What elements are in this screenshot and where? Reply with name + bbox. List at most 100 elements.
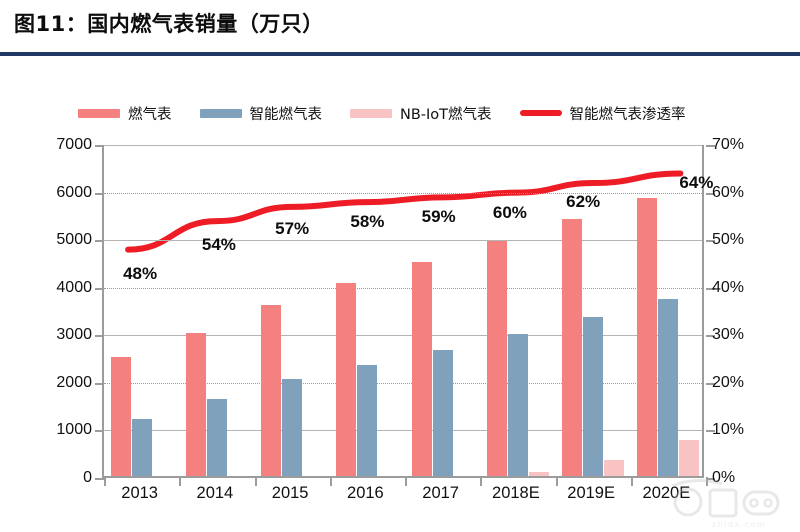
legend-item[interactable]: 智能燃气表渗透率	[519, 103, 686, 124]
x-axis-tickmark	[405, 477, 407, 486]
x-axis-tick-label: 2016	[347, 484, 384, 502]
axis-tickmark	[95, 382, 104, 385]
x-axis-tickmark	[480, 477, 483, 486]
bar	[336, 283, 357, 476]
y-axis-right-tick-label: 0%	[712, 469, 736, 486]
data-label: 48%	[123, 263, 158, 283]
axis-tickmark	[706, 287, 715, 290]
bar	[185, 333, 206, 476]
gridline	[104, 240, 702, 242]
bar	[432, 349, 453, 476]
axis-tickmark	[95, 430, 104, 433]
x-axis-tickmark	[254, 477, 257, 486]
x-axis-tick-label: 2013	[121, 484, 158, 502]
x-axis-tickmark	[706, 477, 708, 486]
bar	[261, 304, 282, 476]
data-label: 62%	[566, 192, 601, 212]
axis-tickmark	[95, 335, 104, 338]
axis-tickmark	[95, 192, 104, 195]
data-label: 60%	[492, 202, 527, 222]
y-axis-left-tick-label: 0	[83, 469, 92, 486]
y-axis-right-tick-label: 20%	[712, 373, 745, 391]
x-axis-tickmark	[555, 477, 558, 486]
bar	[583, 317, 604, 476]
axis-tickmark	[95, 478, 104, 480]
bar	[131, 418, 152, 476]
axis-tickmark	[706, 335, 715, 338]
x-axis-tick-label: 2020E	[642, 484, 691, 502]
y-axis-right-tick-label: 10%	[712, 421, 745, 439]
bar	[357, 364, 378, 476]
y-axis-right-tick-label: 40%	[712, 278, 745, 296]
y-axis-right-tick-label: 50%	[712, 231, 745, 249]
bar	[507, 334, 528, 476]
x-axis-tickmark	[104, 477, 106, 486]
y-axis-left-tick-label: 1000	[56, 421, 92, 439]
legend-item-label: NB-IoT燃气表	[400, 106, 492, 123]
chart-legend: 燃气表 智能燃气表 NB-IoT燃气表 智能燃气表渗透率	[78, 100, 778, 126]
x-axis-tickmark	[630, 477, 633, 486]
y-axis-left-tick-label: 2000	[56, 373, 92, 391]
data-label: 57%	[275, 218, 310, 238]
bar	[282, 379, 303, 476]
bar	[206, 399, 227, 476]
data-label: 64%	[679, 172, 714, 192]
page-title: 图11：国内燃气表销量（万只）	[14, 12, 324, 36]
legend-swatch-icon	[350, 108, 392, 118]
y-axis-left-tick-label: 4000	[56, 278, 92, 296]
gridline	[104, 382, 702, 384]
axis-tickmark	[95, 145, 104, 147]
bar	[562, 219, 583, 476]
x-axis-tick-label: 2019E	[567, 484, 615, 502]
x-axis-tickmark	[179, 477, 182, 486]
legend-item[interactable]: NB-IoT燃气表	[350, 103, 492, 124]
bar	[658, 298, 679, 476]
axis-tickmark	[706, 430, 715, 433]
penetration-line-series	[125, 170, 684, 253]
x-axis-tick-label: 2015	[271, 484, 309, 502]
legend-swatch-icon	[199, 108, 242, 118]
gridline	[104, 145, 702, 146]
bar	[528, 472, 549, 476]
y-axis-right-tick-label: 60%	[712, 183, 745, 201]
bar	[604, 459, 625, 476]
legend-item[interactable]: 燃气表	[78, 103, 172, 124]
gridline	[104, 335, 702, 337]
gridline	[104, 192, 702, 194]
axis-tickmark	[706, 478, 715, 480]
y-axis-right-tick-label: 70%	[712, 136, 745, 153]
y-axis-left-tick-label: 3000	[56, 326, 92, 344]
legend-line-icon	[519, 110, 562, 116]
x-axis-tickmark	[329, 477, 332, 486]
line-path	[125, 170, 684, 253]
plot-area	[95, 145, 715, 486]
y-axis-right-tick-label: 30%	[712, 326, 745, 344]
legend-item[interactable]: 智能燃气表	[199, 103, 323, 124]
plot-wrapper: 0 0% 1000 10% 2000 20% 3000 30% 4000 40% 5000 50% 60…	[0, 132, 800, 532]
legend-item-label: 智能燃气表	[249, 106, 323, 123]
legend-item-label: 燃气表	[128, 106, 172, 123]
y-axis-left-tick-label: 7000	[56, 136, 92, 153]
gridline	[104, 287, 702, 289]
bar	[679, 440, 700, 476]
data-label: 58%	[350, 212, 385, 232]
axis-tickmark	[706, 240, 715, 243]
y-axis-left-tick-label: 5000	[56, 231, 92, 249]
legend-swatch-icon	[78, 108, 120, 118]
x-axis-tick-label: 2018E	[492, 484, 540, 502]
y-axis-left-tick-label: 6000	[56, 183, 92, 201]
x-axis-tick-label: 2017	[422, 484, 459, 502]
bar	[411, 261, 432, 476]
data-label: 54%	[201, 235, 236, 255]
x-axis-tick-label: 2014	[196, 484, 234, 502]
axis-tickmark	[706, 382, 715, 385]
title-divider	[0, 52, 800, 56]
data-label: 59%	[421, 207, 456, 227]
bar	[110, 357, 131, 476]
bar	[486, 240, 507, 476]
axis-tickmark	[706, 145, 715, 147]
legend-item-label: 智能燃气表渗透率	[569, 106, 686, 123]
gridline	[104, 430, 702, 432]
bar	[637, 197, 658, 476]
